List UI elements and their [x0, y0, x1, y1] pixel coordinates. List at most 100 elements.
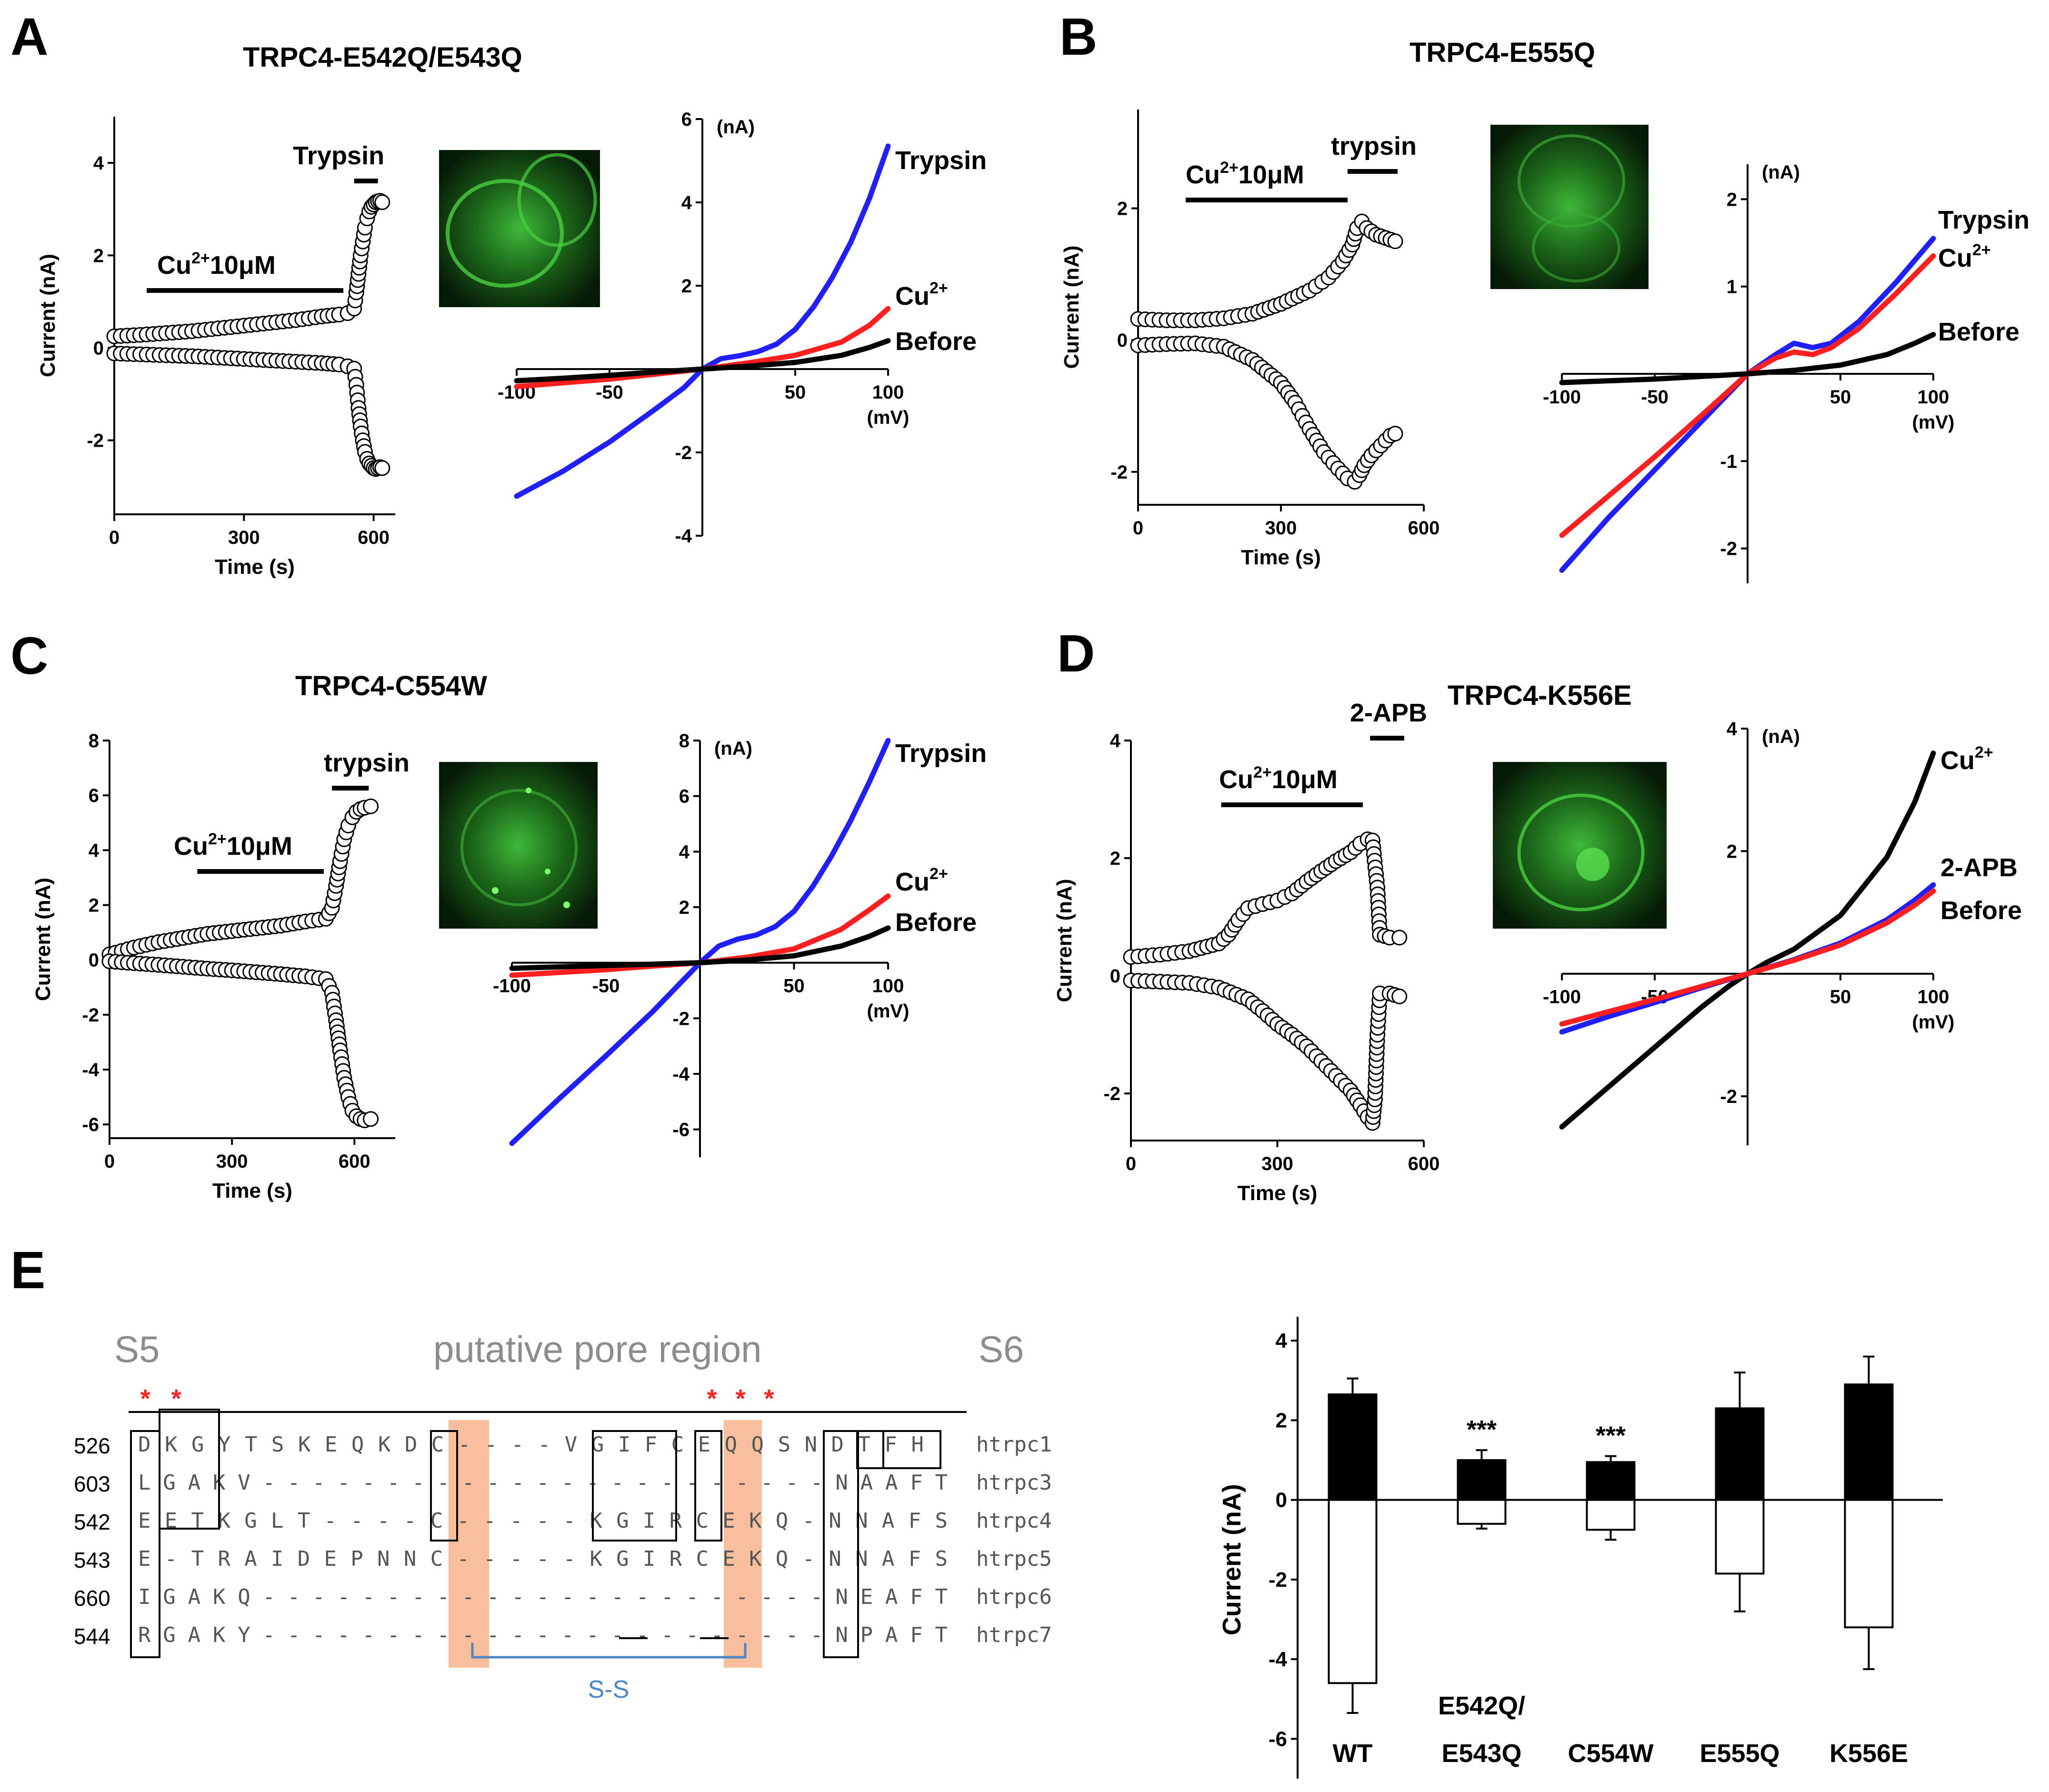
y-tick-label: 0 [1117, 330, 1128, 351]
y-axis-label: Current (nA) [31, 878, 55, 1001]
sequence-name: htrpc6 [976, 1585, 1052, 1609]
x-tick-label: 50 [785, 382, 806, 403]
sequence-number: 542 [74, 1510, 110, 1534]
x-tick-label: 600 [1408, 1153, 1440, 1174]
iv-trace-trypsin [509, 738, 891, 1146]
bar-inward [1328, 1499, 1378, 1684]
conservation-box [882, 1430, 941, 1469]
data-point [374, 460, 390, 476]
y-tick-label: 2 [1727, 189, 1737, 210]
x-tick-label: -100 [1543, 987, 1581, 1008]
bar-outward [1586, 1461, 1636, 1501]
iv-trace-cu2- [1559, 253, 1936, 538]
x-unit-label: (mV) [1912, 412, 1955, 433]
data-point [363, 1111, 379, 1127]
y-axis-label: Current (nA) [1060, 245, 1083, 369]
x-tick-label: 50 [1830, 387, 1851, 408]
micrograph-b [1490, 125, 1649, 289]
y-axis-label: Current (nA) [36, 254, 60, 377]
bar-inward [1586, 1499, 1636, 1531]
y-axis-label: Current (nA) [1218, 1484, 1246, 1635]
sequence-residues: EETKGLT----C-----KGIRCEKQ-NNAFS [138, 1509, 948, 1533]
trace-label-trypsin: Trypsin [1938, 206, 2029, 234]
trace-label-before: Before [895, 327, 977, 356]
conservation-box [130, 1430, 160, 1658]
sequence-name: htrpc5 [976, 1547, 1052, 1571]
x-tick-label: 50 [1830, 987, 1851, 1008]
x-tick-label: 300 [216, 1151, 248, 1172]
x-tick-label: 0 [109, 527, 120, 548]
sequence-alignment: S5 putative pore region S6 * * * * * 526 htrp… [74, 1328, 1052, 1703]
iv-trace-trypsin [1559, 236, 1936, 573]
y-tick-label: -2 [1269, 1568, 1287, 1592]
x-unit-label: (mV) [867, 1001, 910, 1022]
panel-title-c: TRPC4-C554W [295, 671, 487, 701]
y-tick-label: -4 [672, 1064, 690, 1085]
sequence-name: htrpc1 [976, 1432, 1052, 1457]
conservation-box [592, 1430, 677, 1542]
y-tick-label: -4 [675, 526, 692, 547]
pore-cys-highlight [449, 1420, 489, 1668]
data-point [1391, 930, 1408, 946]
x-tick-label: 300 [1265, 518, 1297, 539]
sequence-number: 526 [74, 1433, 110, 1458]
x-tick-label: 100 [1918, 987, 1949, 1008]
significance-stars: *** [1596, 1422, 1626, 1450]
bar-inward [1844, 1499, 1894, 1629]
drug-bar-label: trypsin [1331, 132, 1417, 160]
sequence-number: 660 [74, 1586, 110, 1611]
x-tick-label: 0 [1126, 1153, 1136, 1174]
conserved-star: * [140, 1384, 150, 1413]
y-tick-label: -2 [675, 442, 692, 463]
y-axis-label: Current (nA) [1053, 879, 1076, 1002]
y-tick-label: 0 [93, 338, 104, 359]
y-tick-label: 2 [93, 245, 104, 266]
trace-label-before: Before [895, 908, 977, 937]
sequence-number: 603 [74, 1472, 110, 1496]
y-tick-label: 2 [1276, 1409, 1287, 1432]
region-pore-label: putative pore region [433, 1328, 761, 1370]
drug-bar-label: trypsin [324, 749, 410, 777]
panel-title-d: TRPC4-K556E [1448, 680, 1632, 711]
x-tick-label: 50 [783, 976, 805, 997]
trace-label-apb: 2-APB [1940, 853, 2018, 882]
conservation-box [823, 1430, 859, 1658]
y-tick-label: 4 [93, 153, 104, 174]
x-tick-label: -50 [592, 976, 620, 997]
chart-e-bar: -6 -4 -2 0 2 4 Current (nA) WT *** E542Q/E543Q ***… [1218, 1317, 1943, 1779]
sequence-residues: E-TRAIDEPNNC-----KGIRCEKQ-NNAFS [138, 1547, 948, 1571]
micrograph-c [439, 762, 598, 929]
category-label: WT [1333, 1739, 1373, 1768]
x-axis-label: Time (s) [1238, 1181, 1318, 1205]
y-tick-label: 4 [1276, 1329, 1288, 1352]
conservation-box [159, 1409, 220, 1530]
y-tick-label: -2 [672, 1008, 690, 1029]
x-tick-label: -50 [596, 382, 623, 403]
data-point [1391, 988, 1408, 1004]
x-unit-label: (mV) [867, 407, 910, 428]
bar-outward [1457, 1459, 1507, 1501]
y-tick-label: -2 [1720, 1086, 1737, 1107]
data-point [363, 798, 379, 814]
panel-letter-a: A [10, 8, 48, 66]
trace-label-cu: Cu2+ [1938, 241, 1991, 272]
y-tick-label: 2 [89, 895, 99, 916]
category-label: E543Q [1441, 1739, 1521, 1768]
ss-label: S-S [588, 1676, 630, 1703]
iv-trace-before [1559, 332, 1936, 385]
chart-b-time-course: -2 0 2 0 300 600 Time (s) Current (nA) Cu2+10μM t… [1060, 110, 1439, 569]
y-tick-label: 4 [679, 841, 690, 862]
sequence-name: htrpc3 [976, 1471, 1052, 1495]
y-tick-label: 2 [679, 897, 690, 918]
y-tick-label: -2 [1103, 1083, 1120, 1104]
x-tick-label: 600 [339, 1151, 370, 1172]
micrograph-d [1493, 762, 1667, 929]
conserved-star: * [171, 1384, 181, 1413]
y-tick-label: 4 [1110, 731, 1121, 751]
cu-bar-label: Cu2+10μM [1186, 159, 1304, 189]
panel-letter-d: D [1057, 624, 1095, 683]
panel-title-a: TRPC4-E542Q/E543Q [243, 42, 522, 73]
x-tick-label: -100 [493, 976, 531, 997]
